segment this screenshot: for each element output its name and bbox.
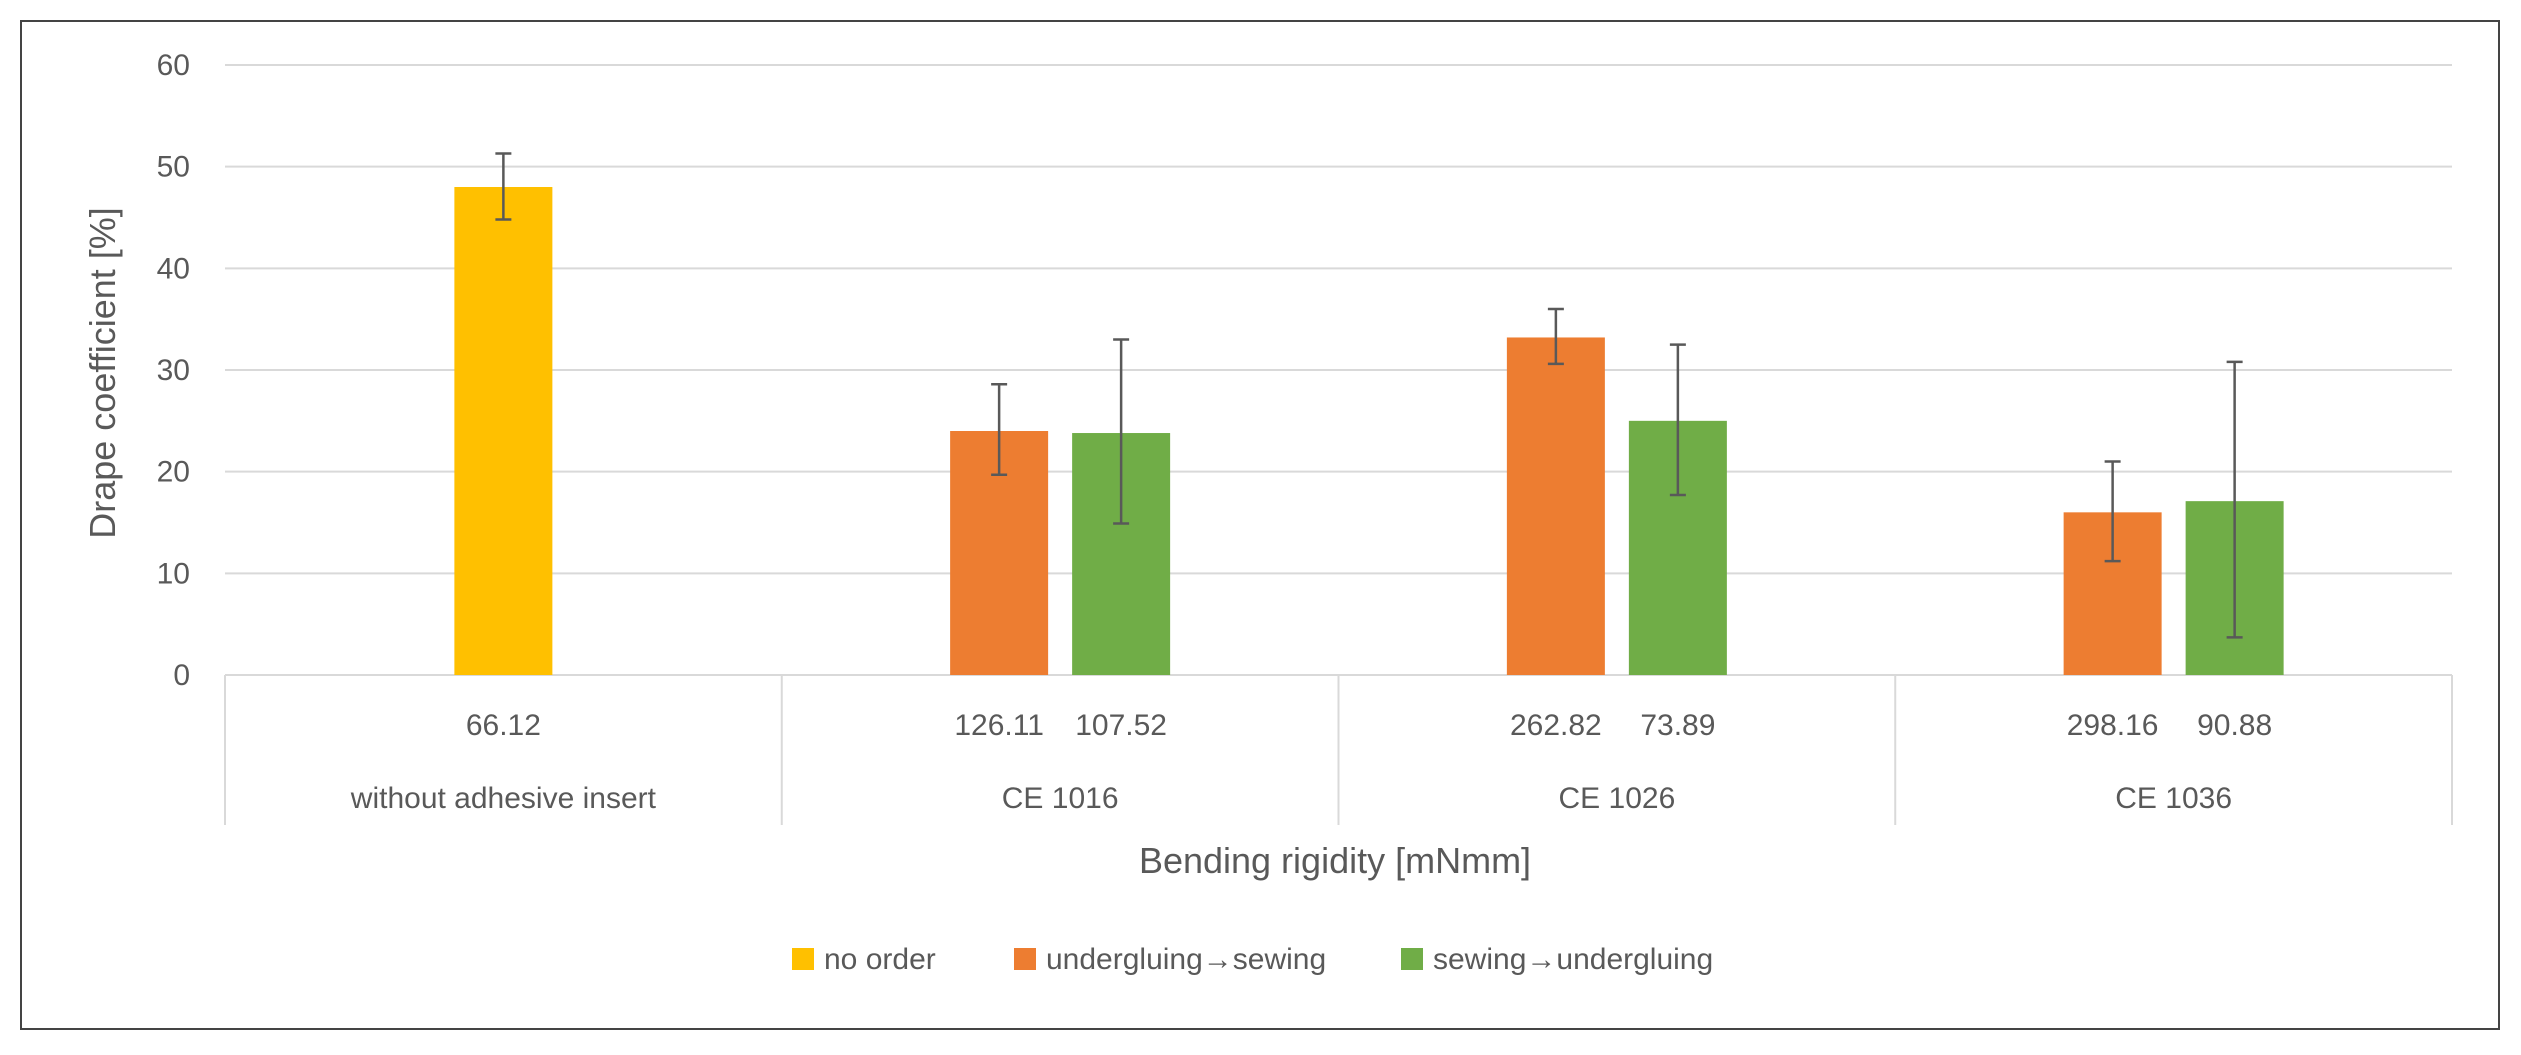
bar (1506, 337, 1605, 675)
y-tick-label: 50 (157, 151, 190, 184)
category-label: CE 1016 (1002, 782, 1119, 815)
y-tick-label: 30 (157, 354, 190, 387)
bar-layer (454, 152, 2284, 675)
x-axis-title: Bending rigidity [mNmm] (1139, 840, 1531, 881)
rigidity-label: 298.16 (2067, 709, 2159, 742)
y-tick-label: 40 (157, 252, 190, 285)
y-tick-label: 0 (173, 659, 190, 692)
legend: no order undergluing→sewing sewing→undergl… (792, 943, 1713, 976)
legend-label: undergluing→sewing (1046, 943, 1326, 976)
bar (454, 187, 553, 675)
legend-swatch (1014, 948, 1036, 970)
rigidity-label: 126.11 (954, 709, 1044, 742)
label-layer: 0 10 20 30 40 50 60 66.12 without adhesive inser… (157, 49, 2273, 815)
rigidity-label: 107.52 (1075, 709, 1167, 742)
rigidity-label: 73.89 (1640, 709, 1715, 742)
legend-label: sewing→undergluing (1433, 943, 1713, 976)
rigidity-label: 262.82 (1510, 709, 1602, 742)
legend-swatch (1401, 948, 1423, 970)
y-tick-label: 60 (157, 49, 190, 82)
category-label: CE 1026 (1559, 782, 1676, 815)
legend-label: no order (824, 943, 936, 976)
category-label: CE 1036 (2115, 782, 2232, 815)
rigidity-label: 90.88 (2197, 709, 2272, 742)
legend-swatch (792, 948, 814, 970)
y-axis-title: Drape coefficient [%] (82, 207, 123, 539)
category-label: without adhesive insert (350, 782, 657, 815)
y-tick-label: 20 (157, 456, 190, 489)
rigidity-label: 66.12 (466, 709, 541, 742)
y-tick-label: 10 (157, 557, 190, 590)
